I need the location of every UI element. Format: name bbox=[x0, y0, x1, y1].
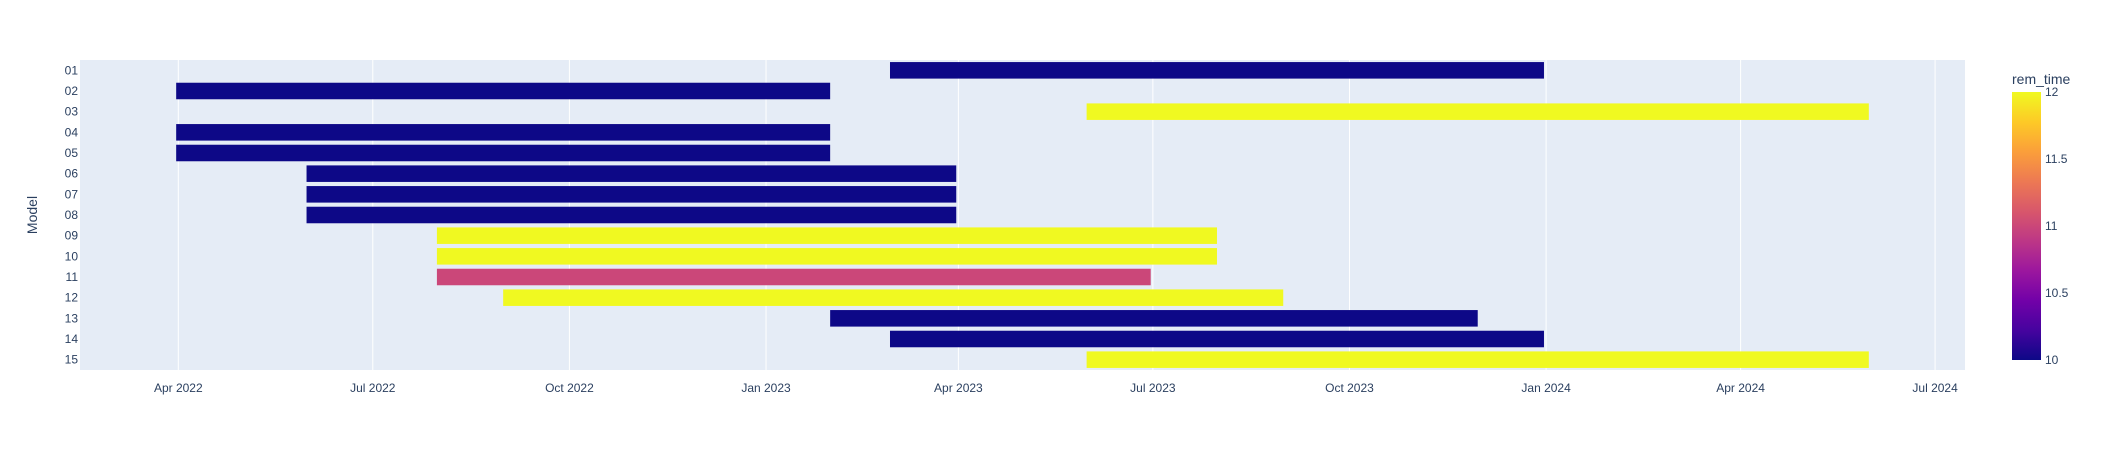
x-tick-label: Jul 2022 bbox=[350, 381, 396, 395]
x-tick-label: Oct 2023 bbox=[1325, 381, 1374, 395]
x-tick-label: Apr 2023 bbox=[934, 381, 983, 395]
colorbar-tick-labels: 12 11.5 11 10.5 10 bbox=[2045, 85, 2069, 367]
y-tick-label: 15 bbox=[65, 353, 79, 367]
gantt-bar bbox=[306, 186, 957, 203]
colorbar-tick-label: 11 bbox=[2045, 219, 2058, 233]
y-tick-label: 11 bbox=[66, 270, 79, 284]
x-tick-label: Apr 2022 bbox=[154, 381, 203, 395]
gantt-bar bbox=[503, 289, 1284, 306]
gantt-bar bbox=[436, 227, 1217, 244]
y-tick-label: 14 bbox=[65, 332, 79, 346]
gantt-bar bbox=[176, 82, 831, 100]
y-tick-label: 09 bbox=[65, 229, 79, 243]
y-tick-label: 07 bbox=[65, 187, 79, 201]
y-tick-label: 01 bbox=[65, 63, 79, 77]
y-tick-label: 10 bbox=[65, 249, 79, 263]
colorbar-tick-label: 10.5 bbox=[2045, 286, 2069, 300]
y-axis-title: Model bbox=[24, 196, 40, 234]
gantt-bar bbox=[306, 206, 957, 224]
y-tick-label: 13 bbox=[65, 311, 79, 325]
x-tick-label: Apr 2024 bbox=[1716, 381, 1765, 395]
x-tick-label: Oct 2022 bbox=[545, 381, 594, 395]
x-tick-label: Jan 2024 bbox=[1521, 381, 1571, 395]
gantt-bar bbox=[306, 165, 957, 182]
colorbar-tick-label: 11.5 bbox=[2045, 152, 2068, 166]
y-tick-label: 04 bbox=[65, 125, 79, 139]
y-tick-label: 02 bbox=[65, 84, 79, 98]
y-tick-label: 03 bbox=[65, 105, 79, 119]
x-tick-label: Jul 2023 bbox=[1130, 381, 1176, 395]
colorbar: rem_time 12 11.5 11 10.5 10 bbox=[2012, 71, 2071, 367]
colorbar-title: rem_time bbox=[2012, 71, 2071, 87]
colorbar-gradient bbox=[2012, 92, 2041, 360]
y-tick-label: 12 bbox=[65, 291, 79, 305]
gantt-bar bbox=[436, 248, 1217, 265]
gantt-bar bbox=[889, 330, 1544, 348]
x-tick-label: Jan 2023 bbox=[741, 381, 791, 395]
y-tick-label: 08 bbox=[65, 208, 79, 222]
gantt-bar bbox=[1086, 103, 1869, 120]
gantt-bar bbox=[176, 124, 831, 141]
gantt-bar bbox=[176, 144, 831, 162]
gantt-bar bbox=[1086, 351, 1869, 368]
x-tick-label: Jul 2024 bbox=[1912, 381, 1958, 395]
colorbar-tick-label: 10 bbox=[2045, 353, 2059, 367]
colorbar-tick-label: 12 bbox=[2045, 85, 2059, 99]
y-tick-label: 06 bbox=[65, 167, 79, 181]
gantt-bar bbox=[436, 268, 1151, 286]
bars bbox=[176, 62, 1869, 368]
gantt-bar bbox=[889, 62, 1544, 79]
x-tick-labels: Apr 2022 Jul 2022 Oct 2022 Jan 2023 Apr 2023… bbox=[154, 381, 1958, 395]
y-tick-label: 05 bbox=[65, 146, 79, 160]
gantt-bar bbox=[830, 310, 1478, 327]
y-tick-labels: 01 02 03 04 05 06 07 08 09 10 11 12 13 14 15 bbox=[65, 63, 79, 366]
